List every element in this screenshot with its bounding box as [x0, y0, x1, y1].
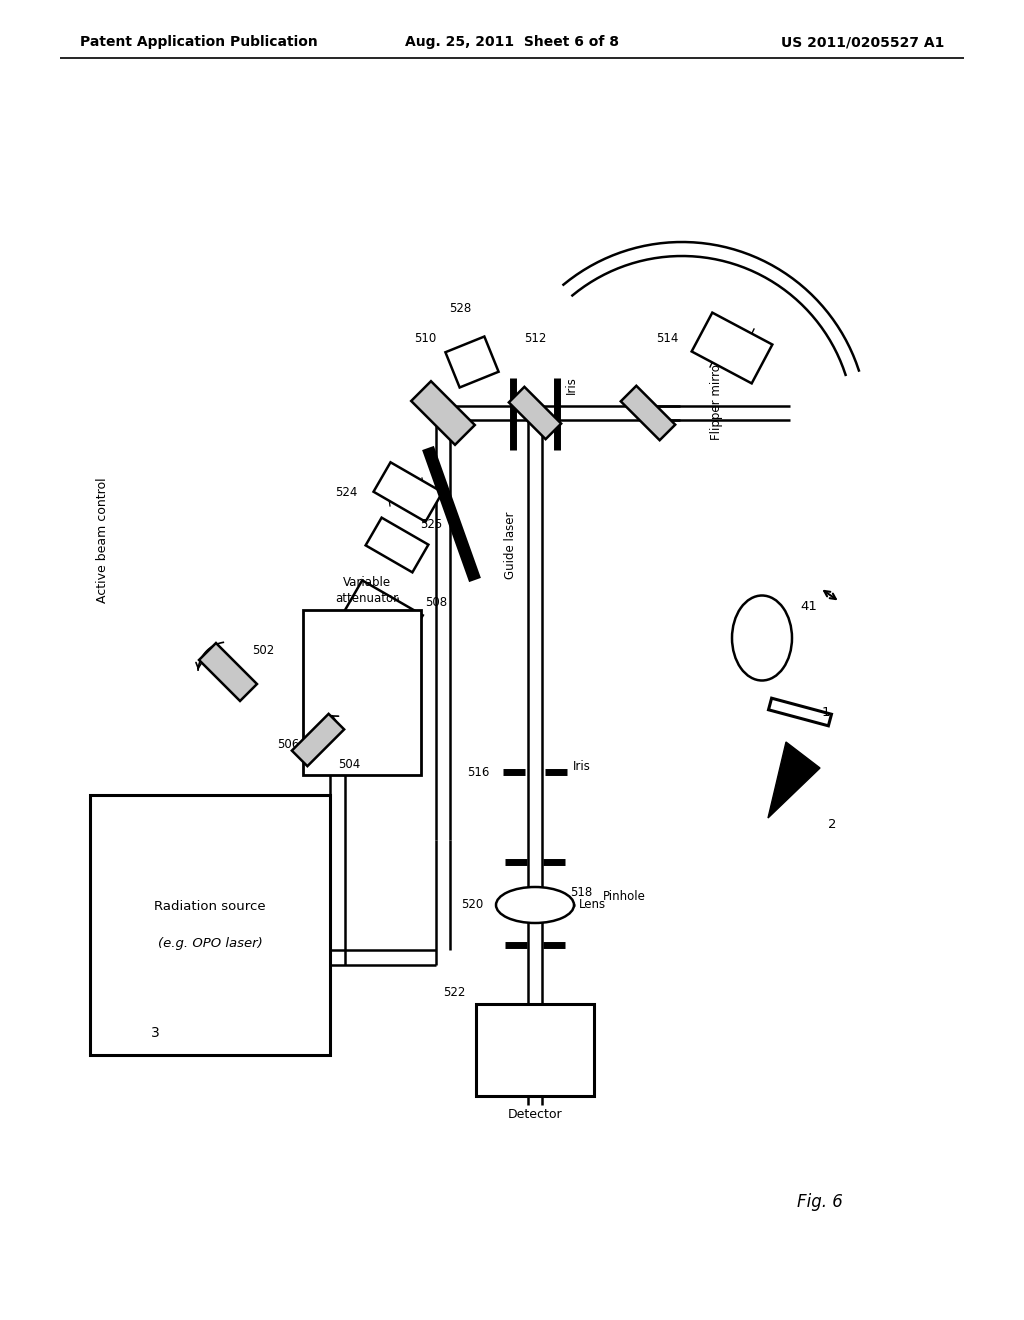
Bar — [341, 581, 423, 652]
Bar — [509, 387, 561, 440]
Bar — [303, 610, 421, 775]
Text: 1: 1 — [822, 705, 830, 718]
Bar — [366, 517, 428, 573]
Text: 522: 522 — [443, 986, 466, 998]
Text: Variable: Variable — [343, 576, 391, 589]
Text: 525: 525 — [420, 517, 442, 531]
Bar — [445, 337, 499, 388]
Bar — [621, 385, 675, 441]
Text: Detector: Detector — [508, 1107, 562, 1121]
Bar — [768, 698, 831, 726]
Bar — [691, 313, 772, 383]
Text: attenuator: attenuator — [336, 591, 398, 605]
Text: Iris: Iris — [573, 760, 591, 774]
Text: 41: 41 — [800, 599, 817, 612]
Text: 502: 502 — [252, 644, 274, 656]
Text: 518: 518 — [570, 886, 592, 899]
Bar — [292, 714, 344, 766]
Text: 510: 510 — [414, 331, 436, 345]
Text: 504: 504 — [338, 758, 360, 771]
Text: 506: 506 — [276, 738, 299, 751]
Bar — [374, 462, 442, 521]
Text: Flipper mirror: Flipper mirror — [710, 359, 723, 441]
Text: Aug. 25, 2011  Sheet 6 of 8: Aug. 25, 2011 Sheet 6 of 8 — [406, 36, 618, 49]
Bar — [199, 643, 257, 701]
Text: Guide laser: Guide laser — [504, 511, 516, 578]
Text: Radiation source: Radiation source — [155, 900, 266, 913]
Text: 3: 3 — [151, 1026, 160, 1040]
Text: (e.g. OPO laser): (e.g. OPO laser) — [158, 936, 262, 949]
Text: Pinhole: Pinhole — [603, 890, 646, 903]
Bar — [412, 381, 475, 445]
Text: Iris: Iris — [565, 376, 578, 393]
Text: 512: 512 — [524, 331, 546, 345]
Text: 2: 2 — [828, 817, 837, 830]
Polygon shape — [768, 742, 820, 818]
Ellipse shape — [496, 887, 574, 923]
Text: 520: 520 — [461, 899, 483, 912]
Text: Fig. 6: Fig. 6 — [797, 1193, 843, 1210]
Text: US 2011/0205527 A1: US 2011/0205527 A1 — [780, 36, 944, 49]
Text: 516: 516 — [468, 766, 490, 779]
Text: Lens: Lens — [579, 899, 606, 912]
Ellipse shape — [732, 595, 792, 681]
Text: 526: 526 — [326, 614, 348, 627]
Text: 528: 528 — [449, 301, 471, 314]
Text: 514: 514 — [656, 331, 678, 345]
Text: Patent Application Publication: Patent Application Publication — [80, 36, 317, 49]
Bar — [90, 795, 330, 1055]
Bar — [476, 1005, 594, 1096]
Text: Active beam control: Active beam control — [96, 478, 110, 603]
Text: 524: 524 — [336, 486, 358, 499]
Text: 508: 508 — [425, 595, 447, 609]
